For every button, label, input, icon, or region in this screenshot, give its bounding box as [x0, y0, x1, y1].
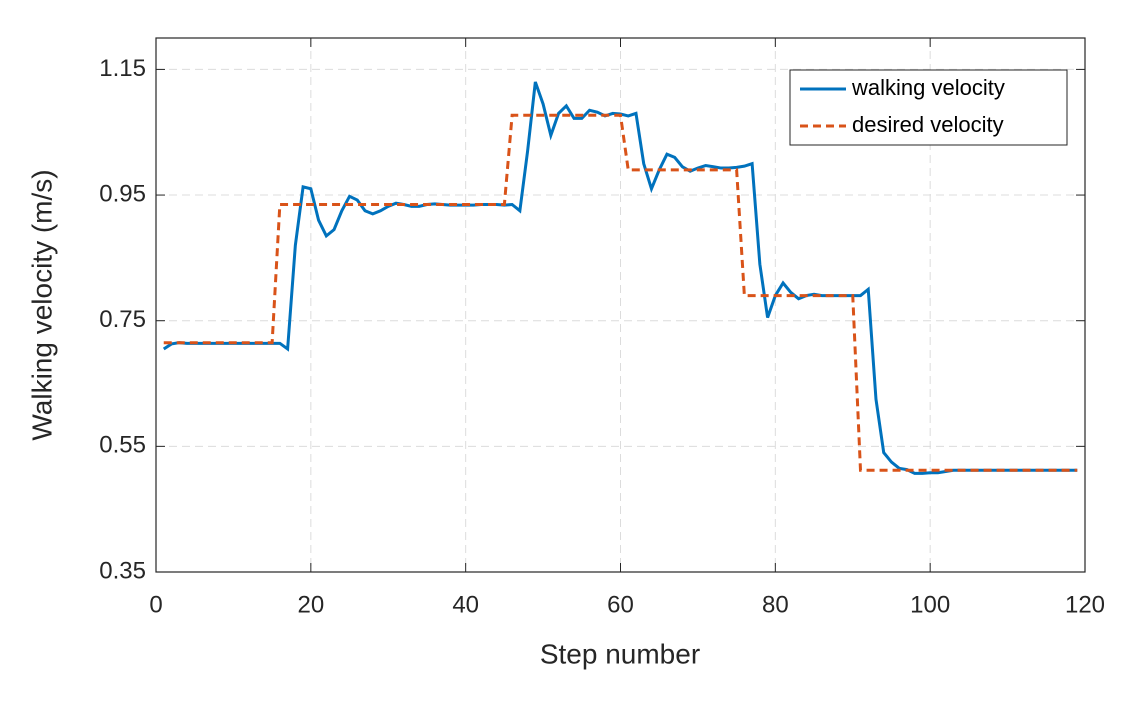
legend-box — [789, 69, 1068, 146]
data-line — [163, 113, 1078, 472]
axes-box — [155, 37, 1086, 573]
x-tick-label: 100 — [910, 591, 950, 618]
y-tick-label: 1.15 — [99, 55, 146, 82]
x-tick-label: 80 — [762, 591, 789, 618]
y-tick-label: 0.55 — [99, 432, 146, 459]
x-tick-label: 40 — [452, 591, 479, 618]
y-axis-label: Walking velocity (m/s) — [26, 169, 57, 440]
legend-label: desired velocity — [852, 112, 1004, 137]
y-tick-label: 0.95 — [99, 180, 146, 207]
x-tick-label: 20 — [297, 591, 324, 618]
legend-label: walking velocity — [851, 75, 1005, 100]
x-tick-label: 120 — [1065, 591, 1105, 618]
y-tick-label: 0.75 — [99, 306, 146, 333]
x-tick-label: 0 — [149, 591, 162, 618]
x-axis-label: Step number — [540, 638, 700, 669]
x-tick-label: 60 — [607, 591, 634, 618]
y-tick-label: 0.35 — [99, 557, 146, 584]
